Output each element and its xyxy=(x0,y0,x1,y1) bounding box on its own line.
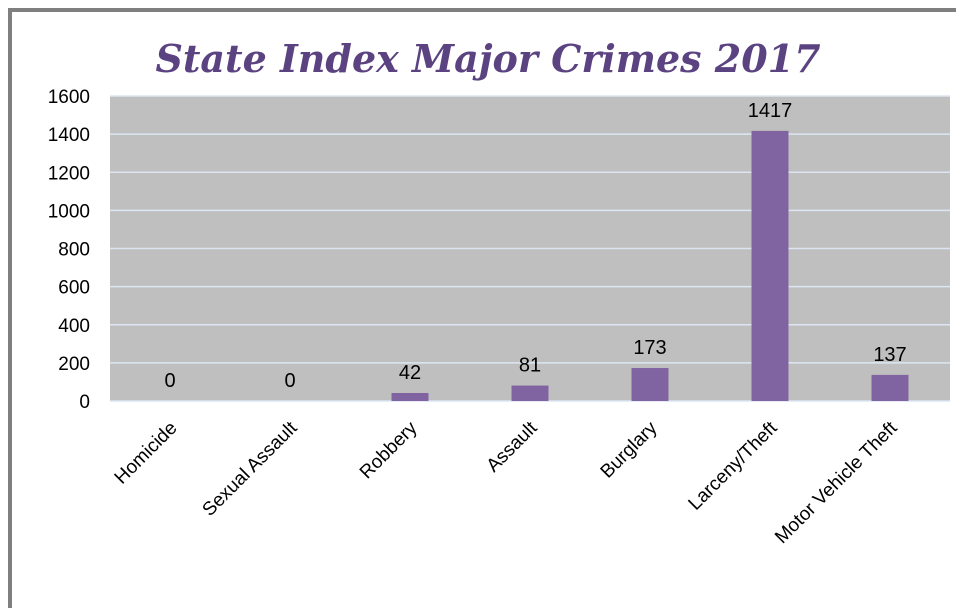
chart-title: State Index Major Crimes 2017 xyxy=(155,36,820,81)
bar-chart: State Index Major Crimes 2017 0 200 400 600… xyxy=(48,36,950,548)
bar xyxy=(871,374,909,401)
category-label: Burglary xyxy=(597,417,662,482)
y-tick-label: 1200 xyxy=(48,163,90,184)
category-label: Larceny/Theft xyxy=(685,417,783,515)
gridlines xyxy=(110,95,950,402)
x-axis-categories: Homicide Sexual Assault Robbery Assault Burg… xyxy=(111,417,902,548)
y-tick-label: 0 xyxy=(79,392,90,413)
category-label: Homicide xyxy=(111,418,182,489)
data-label: 137 xyxy=(873,344,906,366)
data-label: 0 xyxy=(164,370,175,392)
y-tick-label: 600 xyxy=(58,278,90,299)
chart-frame xyxy=(8,8,956,608)
data-label: 1417 xyxy=(748,100,793,122)
data-label: 81 xyxy=(519,355,541,377)
y-tick-label: 1000 xyxy=(48,201,90,222)
y-tick-label: 400 xyxy=(58,316,90,337)
bar xyxy=(631,368,669,401)
bar xyxy=(751,130,789,401)
y-tick-label: 1600 xyxy=(48,87,90,108)
category-label: Assault xyxy=(483,417,542,476)
data-labels: 0 0 42 81 173 1417 137 xyxy=(164,100,906,392)
data-label: 42 xyxy=(399,362,421,384)
y-tick-label: 200 xyxy=(58,354,90,375)
bars xyxy=(391,130,909,401)
data-label: 173 xyxy=(633,337,666,359)
category-label: Robbery xyxy=(356,417,422,483)
bar xyxy=(511,385,549,401)
y-tick-label: 800 xyxy=(58,240,90,261)
y-axis-ticks: 0 200 400 600 800 1000 1200 1400 1600 xyxy=(48,87,90,413)
bar xyxy=(391,392,429,401)
category-label: Sexual Assault xyxy=(199,417,302,520)
category-label: Motor Vehicle Theft xyxy=(771,417,902,548)
y-tick-label: 1400 xyxy=(48,125,90,146)
data-label: 0 xyxy=(284,370,295,392)
